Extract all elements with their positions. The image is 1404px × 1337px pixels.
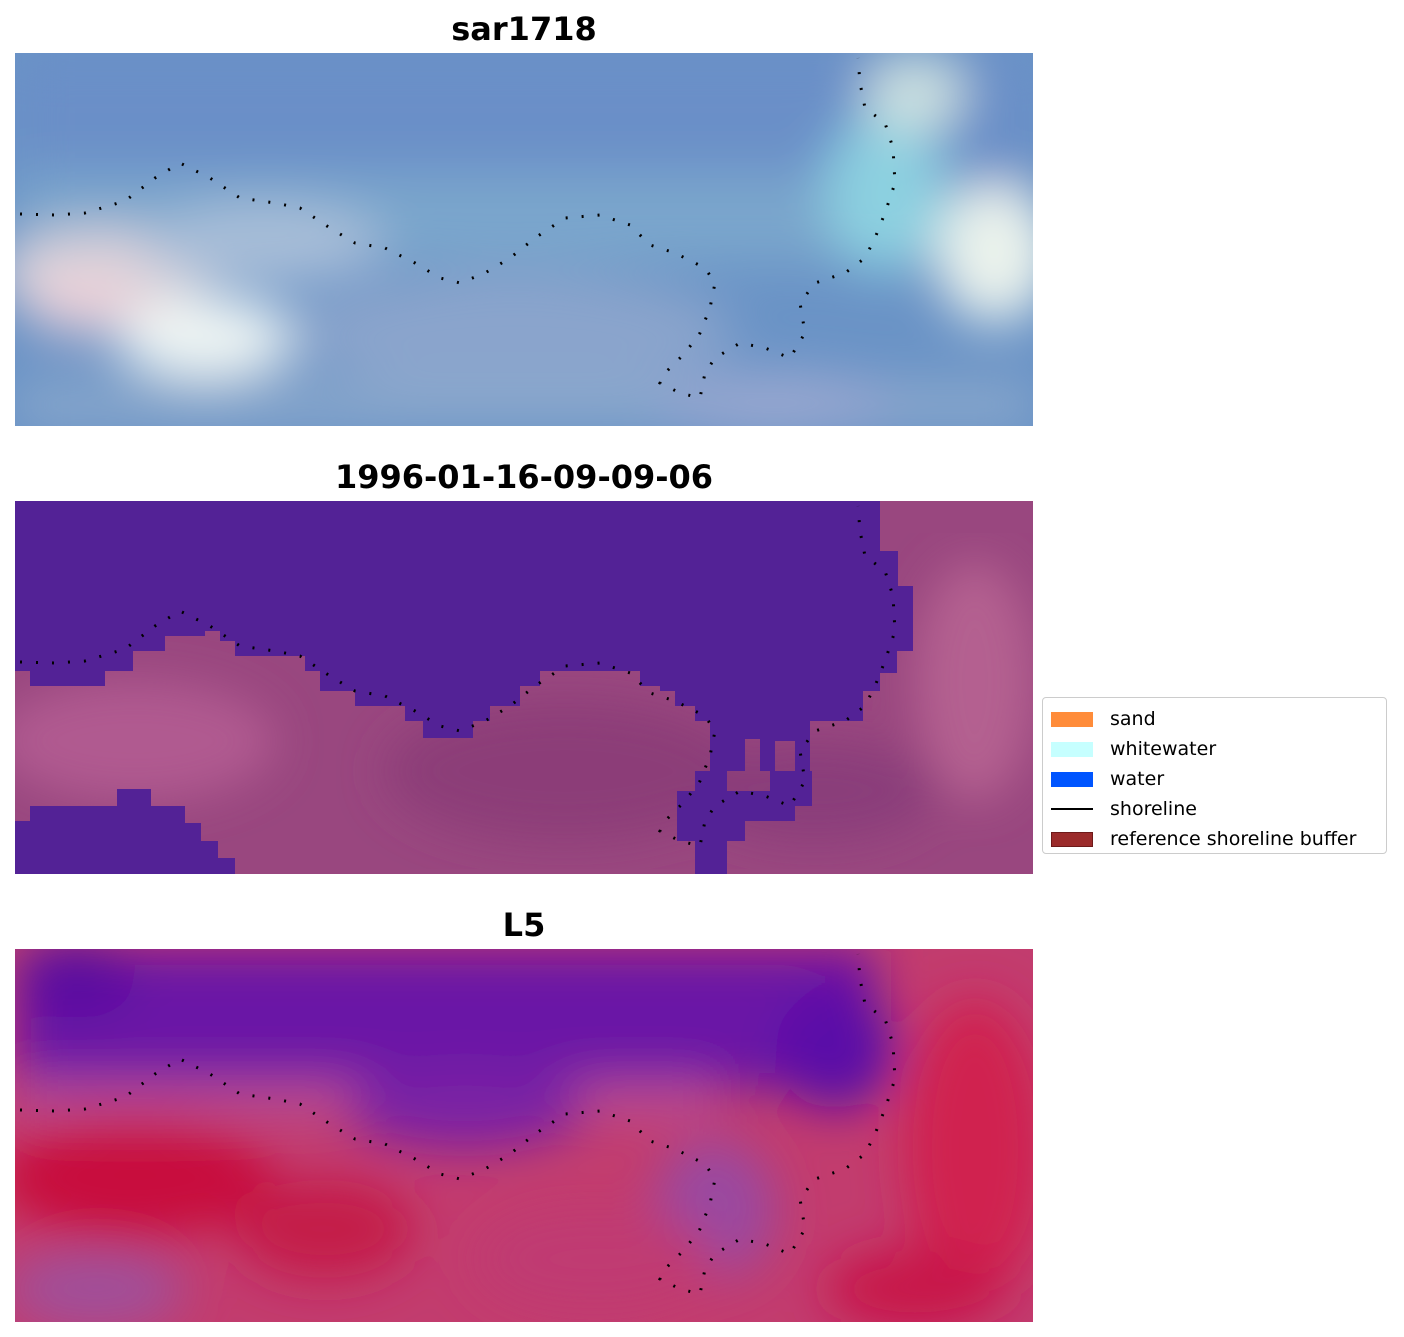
- legend-item-water: water: [1051, 764, 1378, 794]
- legend-swatch-whitewater: [1051, 741, 1093, 757]
- legend-item-reference-buffer: reference shoreline buffer: [1051, 824, 1378, 854]
- legend-swatch-shoreline: [1051, 808, 1093, 810]
- panel-title-index: L5: [502, 906, 546, 944]
- legend-swatch-water: [1051, 771, 1093, 787]
- legend: sand whitewater water shoreline referenc…: [1042, 697, 1387, 854]
- legend-item-sand: sand: [1051, 704, 1378, 734]
- legend-item-whitewater: whitewater: [1051, 734, 1378, 764]
- legend-label: reference shoreline buffer: [1110, 828, 1357, 850]
- panel-title-classification: 1996-01-16-09-09-06: [334, 458, 714, 496]
- legend-label: whitewater: [1110, 738, 1217, 760]
- legend-label: shoreline: [1110, 798, 1197, 820]
- legend-swatch-reference-buffer: [1051, 831, 1093, 847]
- legend-label: sand: [1110, 708, 1156, 730]
- index-image-panel: [15, 949, 1033, 1322]
- water-class-region: [15, 501, 913, 874]
- rgb-image-panel: [15, 53, 1033, 426]
- water-class-region-lower: [15, 789, 235, 874]
- classification-image-panel: [15, 501, 1033, 874]
- legend-swatch-sand: [1051, 711, 1093, 727]
- panel-title-rgb: sar1718: [451, 10, 597, 48]
- legend-label: water: [1110, 768, 1165, 790]
- legend-item-shoreline: shoreline: [1051, 794, 1378, 824]
